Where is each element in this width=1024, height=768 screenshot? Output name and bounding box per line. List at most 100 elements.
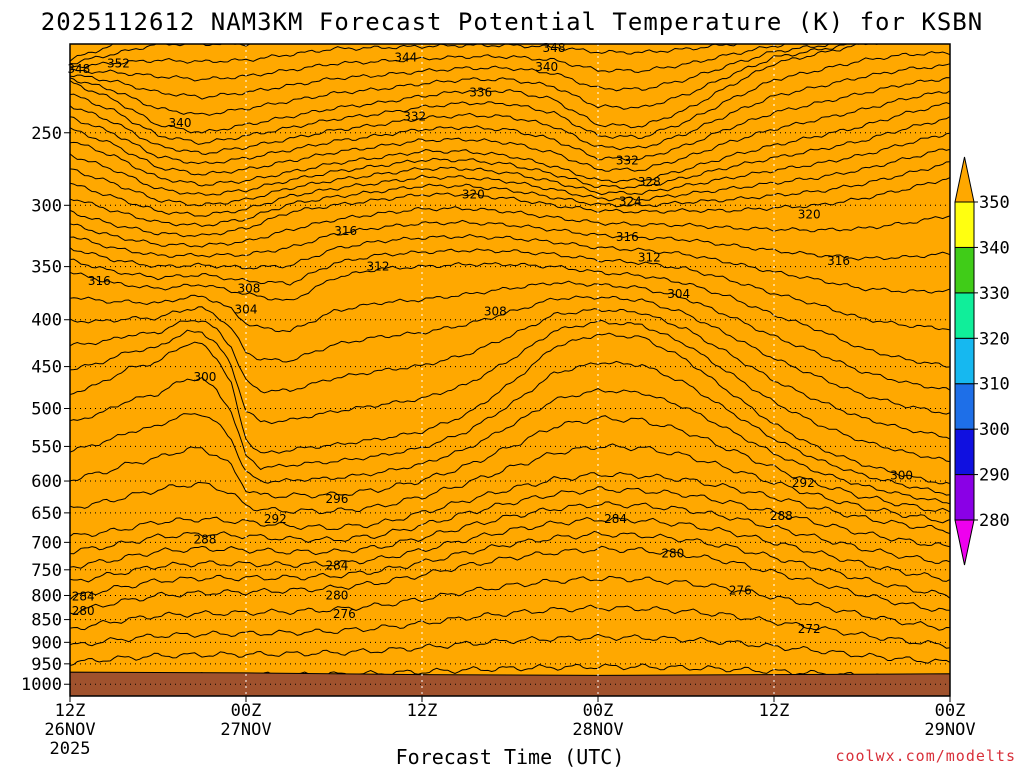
colorbar-segment-300-310 bbox=[954, 383, 975, 430]
colorbar-label: 300 bbox=[979, 420, 1010, 440]
contour-label: 324 bbox=[619, 194, 642, 208]
contour-label: 280 bbox=[661, 547, 684, 561]
colorbar-label: 320 bbox=[979, 329, 1010, 349]
credit-text: coolwx.com/modelts bbox=[835, 747, 1016, 765]
isentrope-344 bbox=[70, 44, 831, 100]
isentrope-286 bbox=[70, 501, 950, 569]
contour-label: 348 bbox=[67, 62, 90, 76]
isentrope-332 bbox=[70, 90, 950, 176]
plot-frame bbox=[69, 43, 951, 697]
contour-label: 280 bbox=[325, 588, 348, 602]
x-tick-label: 2025 bbox=[50, 739, 91, 759]
isentrope-298 bbox=[70, 360, 950, 496]
isentrope-324 bbox=[70, 148, 950, 217]
x-tick-label: 28NOV bbox=[572, 720, 623, 740]
colorbar-label: 340 bbox=[979, 238, 1010, 258]
colorbar-segment-280-290 bbox=[954, 474, 975, 521]
x-tick-label: 00Z bbox=[231, 701, 262, 721]
colorbar-segment-340-350 bbox=[954, 201, 975, 248]
y-tick-label: 550 bbox=[31, 437, 62, 457]
colorbar-segment-330-340 bbox=[954, 246, 975, 294]
contour-label: 308 bbox=[237, 282, 260, 296]
contour-label: 292 bbox=[264, 512, 287, 526]
y-tick-label: 250 bbox=[31, 124, 62, 144]
contour-label: 296 bbox=[325, 492, 348, 506]
isentrope-336 bbox=[70, 63, 950, 156]
colorbar-label: 350 bbox=[979, 193, 1010, 213]
isentrope-338 bbox=[70, 51, 950, 145]
contour-label: 280 bbox=[72, 604, 95, 618]
contour-label: 292 bbox=[792, 476, 815, 490]
isentrope-308 bbox=[70, 280, 950, 391]
contour-label: 320 bbox=[462, 188, 485, 202]
contour-label: 316 bbox=[616, 230, 639, 244]
contour-label: 348 bbox=[543, 41, 566, 55]
isentrope-330 bbox=[70, 102, 950, 187]
isentrope-304 bbox=[70, 308, 950, 440]
y-tick-label: 850 bbox=[31, 611, 62, 631]
grid-lines bbox=[70, 44, 950, 696]
y-tick-label: 800 bbox=[31, 586, 62, 606]
isentrope-290 bbox=[70, 471, 950, 538]
colorbar-label: 310 bbox=[979, 375, 1010, 395]
contour-label: 316 bbox=[334, 224, 357, 238]
isentrope-342 bbox=[70, 44, 861, 116]
isentrope-contours bbox=[70, 44, 950, 696]
contour-label: 288 bbox=[770, 509, 793, 523]
contour-label: 344 bbox=[394, 51, 417, 65]
y-tick-label: 650 bbox=[31, 504, 62, 524]
x-tick-label: 12Z bbox=[407, 701, 438, 721]
contour-label: 308 bbox=[484, 305, 507, 319]
contour-labels: 348 348 352 344 340 336 332 340 332 328 324 320 320 3… bbox=[67, 41, 913, 636]
y-tick-label: 750 bbox=[31, 561, 62, 581]
colorbar: 280 290 300 310 320 330 340 350 bbox=[954, 156, 1010, 566]
isentrope-326 bbox=[70, 132, 950, 207]
contour-label: 304 bbox=[667, 287, 690, 301]
x-tick-label: 00Z bbox=[583, 701, 614, 721]
isentrope-284 bbox=[70, 516, 950, 583]
contour-label: 284 bbox=[604, 512, 627, 526]
potential-temperature-fill bbox=[70, 44, 950, 696]
x-tick-label: 12Z bbox=[55, 701, 86, 721]
isentrope-312 bbox=[70, 248, 950, 331]
y-tick-label: 950 bbox=[31, 655, 62, 675]
isentrope-328 bbox=[70, 116, 950, 196]
isentrope-334 bbox=[70, 77, 950, 165]
contour-label: 316 bbox=[88, 274, 111, 288]
y-tick-label: 500 bbox=[31, 400, 62, 420]
contour-label: 272 bbox=[798, 622, 821, 636]
x-tick-label: 29NOV bbox=[924, 720, 975, 740]
x-axis-title: Forecast Time (UTC) bbox=[396, 745, 625, 768]
y-tick-label: 700 bbox=[31, 533, 62, 553]
contour-label: 300 bbox=[890, 469, 913, 483]
isentrope-276 bbox=[70, 604, 950, 649]
contour-label: 332 bbox=[616, 153, 639, 167]
contour-label: 288 bbox=[193, 533, 216, 547]
isentrope-306 bbox=[70, 295, 950, 415]
x-tick-label: 00Z bbox=[935, 701, 966, 721]
contour-label: 276 bbox=[333, 607, 356, 621]
x-tick-label: 27NOV bbox=[220, 720, 271, 740]
colorbar-segment-320-330 bbox=[954, 292, 975, 339]
contour-label: 320 bbox=[798, 207, 821, 221]
contour-label: 336 bbox=[469, 86, 492, 100]
isentrope-278 bbox=[70, 575, 950, 631]
colorbar-min-arrow bbox=[954, 519, 975, 566]
plot-area: 348 348 352 344 340 336 332 340 332 328 324 320 320 3… bbox=[67, 41, 951, 697]
contour-label: 312 bbox=[367, 260, 390, 274]
isentrope-288 bbox=[70, 486, 950, 555]
colorbar-segment-290-300 bbox=[954, 428, 975, 476]
isentrope-340 bbox=[70, 44, 880, 134]
contour-label: 304 bbox=[235, 303, 258, 317]
y-tick-label: 900 bbox=[31, 633, 62, 653]
isentrope-322 bbox=[70, 161, 950, 228]
y-tick-label: 300 bbox=[31, 196, 62, 216]
contour-label: 276 bbox=[729, 583, 752, 597]
contour-label: 340 bbox=[535, 60, 558, 74]
isentrope-296 bbox=[70, 388, 950, 505]
y-tick-label: 450 bbox=[31, 358, 62, 378]
isentrope-292 bbox=[70, 443, 950, 524]
isentrope-300 bbox=[70, 332, 950, 485]
isentrope-294 bbox=[70, 415, 950, 513]
